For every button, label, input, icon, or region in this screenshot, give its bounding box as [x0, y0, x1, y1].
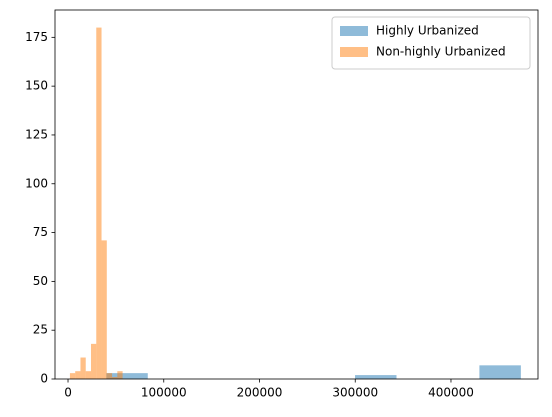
y-tick-label: 50 [33, 274, 48, 288]
x-tick-label: 0 [64, 386, 72, 400]
x-tick-label: 200000 [237, 386, 283, 400]
x-tick-label: 400000 [428, 386, 474, 400]
legend-frame [331, 16, 531, 70]
bar [90, 343, 97, 379]
bar [75, 371, 81, 379]
bar [85, 371, 91, 379]
legend-swatch [340, 26, 368, 36]
y-tick-label: 25 [33, 323, 48, 337]
y-tick-label: 0 [40, 372, 48, 386]
x-tick-label: 100000 [141, 386, 187, 400]
y-tick-label: 100 [25, 176, 48, 190]
x-tick-label: 300000 [332, 386, 378, 400]
legend-label: Highly Urbanized [376, 24, 479, 38]
y-tick-label: 175 [25, 30, 48, 44]
bar [69, 373, 76, 379]
bar [101, 240, 107, 379]
bar [106, 373, 113, 379]
y-tick-label: 125 [25, 127, 48, 141]
bar [117, 371, 123, 379]
bar [80, 357, 86, 379]
legend: Highly Urbanized Non-highly Urbanized [331, 16, 531, 70]
bar [355, 375, 397, 379]
bar [112, 377, 118, 379]
bar [96, 27, 102, 379]
bar [106, 373, 148, 379]
y-tick-label: 75 [33, 225, 48, 239]
legend-label: Non-highly Urbanized [376, 45, 506, 59]
bar [479, 365, 521, 379]
y-tick-label: 150 [25, 79, 48, 93]
legend-swatch [340, 47, 368, 57]
plot-frame [54, 9, 539, 380]
